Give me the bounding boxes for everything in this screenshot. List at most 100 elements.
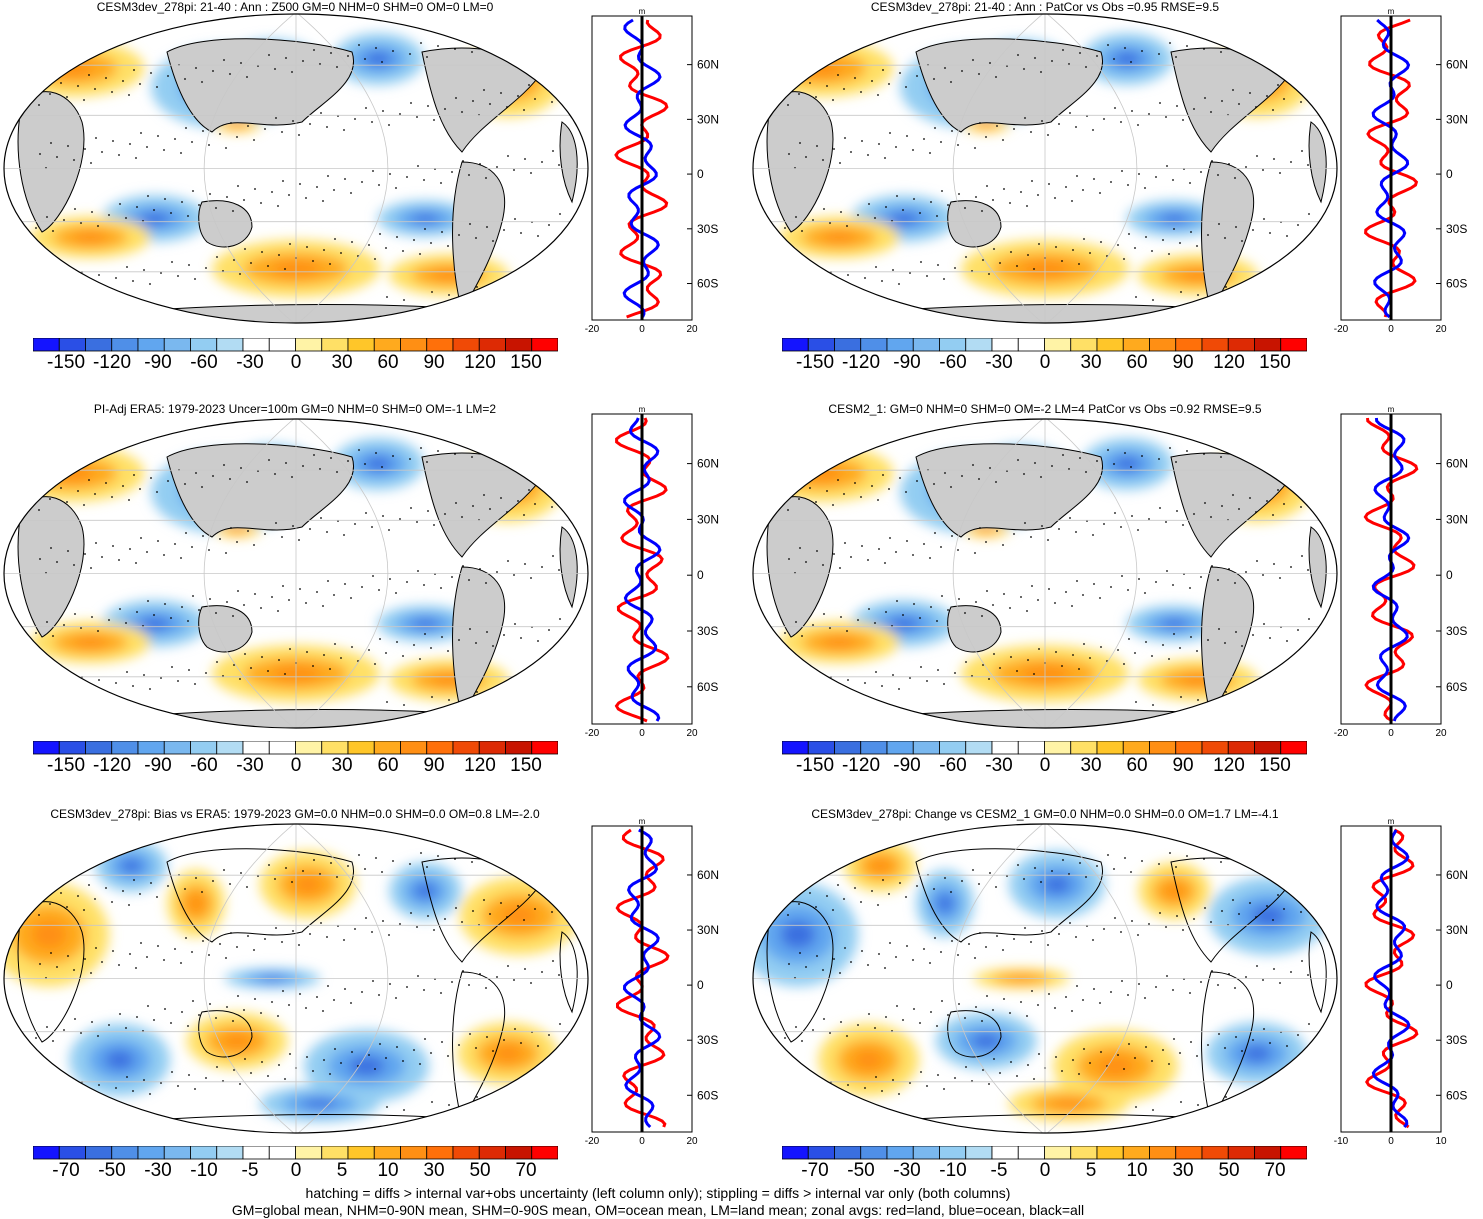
stipple-dot [1058,933,1060,935]
stipple-dot [136,611,138,613]
stipple-dot [185,127,187,129]
stipple-dot [906,540,908,542]
stipple-dot [94,88,96,90]
stipple-dot [1016,670,1018,672]
stipple-dot [551,911,553,913]
stipple-dot [424,633,426,635]
stipple-dot [53,684,55,686]
stipple-dot [957,549,959,551]
stipple-dot [1304,287,1306,289]
stipple-dot [885,1016,887,1018]
colorbar-swatch [268,1146,296,1160]
stipple-dot [544,703,546,705]
stipple-dot [1279,577,1281,579]
stipple-dot [344,583,346,585]
stipple-dot [534,908,536,910]
stipple-dot [1127,589,1129,591]
stipple-dot [31,851,33,853]
land-mass [947,605,1002,653]
stipple-dot [125,1027,127,1029]
stipple-dot [247,125,249,127]
stipple-dot [458,234,460,236]
colorbar-swatch [531,1146,558,1160]
stipple-dot [1051,60,1053,62]
stipple-dot [472,505,474,507]
stipple-dot [788,963,790,965]
stipple-dot [867,964,869,966]
stipple-dot [1186,450,1188,452]
stipple-dot [785,681,787,683]
land-mass [559,121,578,204]
stipple-dot [791,290,793,292]
stipple-dot [1058,123,1060,125]
stipple-dot [898,1093,900,1095]
stipple-dot [320,112,322,114]
stipple-dot [254,188,256,190]
stipple-dot [995,481,997,483]
stipple-dot [837,74,839,76]
stipple-dot [95,542,97,544]
stipple-dot [878,548,880,550]
stipple-dot [981,615,983,617]
colorbar-swatch [939,338,967,352]
stipple-dot [812,219,814,221]
stipple-dot [988,678,990,680]
stipple-dot [128,499,130,501]
stipple-dot [177,275,179,277]
stipple-dot [913,198,915,200]
footer-caption: hatching = diffs > internal var+obs unce… [0,1185,1316,1219]
stipple-dot [419,1063,421,1065]
colorbar-swatch [426,338,454,352]
stipple-dot [860,901,862,903]
stipple-dot [884,967,886,969]
stipple-dot [160,1082,162,1084]
stipple-dot [558,974,560,976]
colorbar-swatch [321,338,349,352]
coastline [766,901,834,1043]
stipple-dot [1134,247,1136,249]
stipple-dot [1172,584,1174,586]
stipple-dot [1145,236,1147,238]
zonal-lat-label: 60S [1446,277,1467,291]
stipple-dot [1099,192,1101,194]
stipple-dot [323,249,325,251]
colorbar-swatch [1017,338,1045,352]
stipple-dot [254,998,256,1000]
stipple-dot [36,1086,38,1088]
stipple-dot [1072,654,1074,656]
stipple-dot [468,984,470,986]
stipple-dot [299,993,301,995]
zonal-x-label: -20 [1334,728,1349,739]
stipple-dot [1027,659,1029,661]
stipple-dot [465,1107,467,1109]
colorbar-swatch [1122,1146,1150,1160]
stipple-dot [492,645,494,647]
stipple-dot [223,869,225,871]
stipple-dot [80,627,82,629]
stipple-dot [302,465,304,467]
stipple-dot [874,622,876,624]
stipple-dot [875,1076,877,1078]
colorbar-swatch [1254,741,1282,755]
colorbar-swatch [268,338,296,352]
stipple-dot [1034,867,1036,869]
stipple-dot [149,688,151,690]
stipple-dot [305,197,307,199]
colorbar-labels-1: -150 -120 -90 -60 -30 0 30 60 90 120 150 [46,352,542,373]
stipple-dot [420,852,422,854]
stipple-dot [1256,155,1258,157]
stipple-dot [1196,245,1198,247]
stipple-dot [1204,502,1206,504]
stipple-dot [312,260,314,262]
stipple-dot [823,1018,825,1020]
colorbar-4 [782,741,1307,755]
stipple-dot [194,278,196,280]
stipple-dot [902,614,904,616]
colorbar-swatch [939,741,967,755]
stipple-dot [285,462,287,464]
zonal-lat-label: 60N [1446,868,1468,882]
stipple-dot [1269,637,1271,639]
colorbar-swatch [190,338,218,352]
stipple-dot [559,1023,561,1025]
